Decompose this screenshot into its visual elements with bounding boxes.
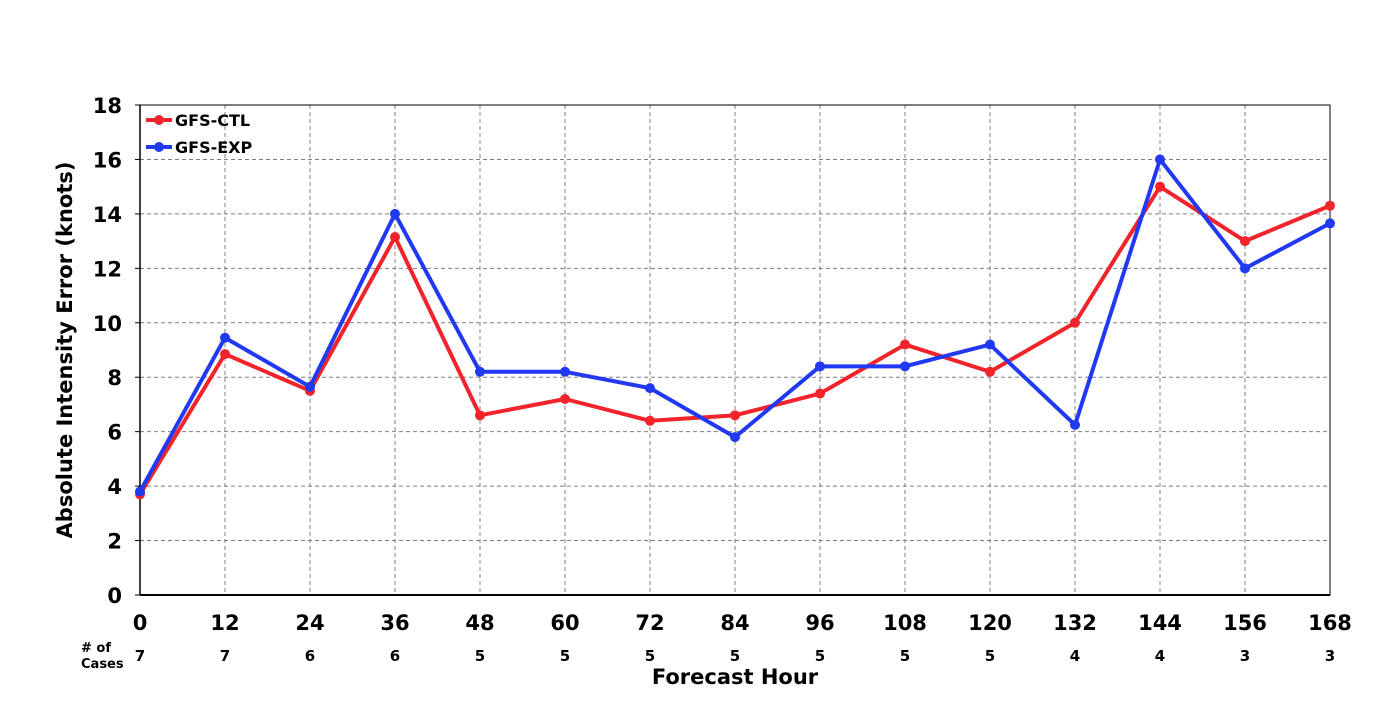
x-tick-label: 144 [1138,611,1182,635]
data-point [1155,154,1165,165]
data-point [135,486,145,497]
x-tick-label: 168 [1308,611,1352,635]
x-tick-label: 12 [210,611,239,635]
data-point [1155,181,1165,192]
x-tick-label: 96 [805,611,834,635]
y-tick-label: 0 [107,584,122,608]
data-point [985,339,995,350]
y-tick-label: 16 [93,148,122,172]
x-tick-label: 156 [1223,611,1267,635]
case-count-label: 5 [900,647,910,665]
y-axis-title: Absolute Intensity Error (knots) [53,162,77,539]
grid-lines [140,105,1330,595]
x-tick-label: 132 [1053,611,1097,635]
data-point [390,208,400,219]
cases-header-line-2: Cases [81,657,124,672]
data-point [985,366,995,377]
data-point [475,410,485,421]
y-tick-label: 4 [107,475,122,499]
case-count-label: 4 [1070,647,1080,665]
case-count-label: 5 [985,647,995,665]
y-tick-label: 2 [107,530,122,554]
legend-marker [154,142,164,152]
data-point [1325,200,1335,211]
x-tick-label: 60 [550,611,579,635]
y-tick-label: 10 [93,312,122,336]
case-count-label: 5 [645,647,655,665]
data-point [475,366,485,377]
data-point [220,349,230,360]
legend: GFS-CTL GFS-EXP [146,111,252,157]
y-tick-label: 12 [93,257,122,281]
data-point [1240,263,1250,274]
case-count-label: 5 [475,647,485,665]
x-tick-label: 36 [380,611,409,635]
case-count-label: 6 [390,647,400,665]
data-point [560,394,570,404]
data-point [220,332,230,343]
case-count-labels: 7 7 6 6 5 5 5 5 5 5 5 4 4 3 3 [135,647,1335,665]
case-count-label: 3 [1240,647,1250,665]
y-tick-label: 6 [107,421,122,445]
data-point [560,366,570,377]
case-count-label: 3 [1325,647,1335,665]
x-tick-label: 24 [295,611,324,635]
case-count-label: 5 [730,647,740,665]
x-tick-label: 120 [968,611,1012,635]
y-tick-labels: 0 2 4 6 8 10 12 14 16 18 [93,94,140,608]
y-tick-label: 8 [107,366,122,390]
x-tick-labels: 0 12 24 36 48 60 72 84 96 108 120 132 144 156 168 [133,611,1352,635]
data-point [1070,419,1080,430]
legend-marker [154,115,164,125]
case-count-label: 5 [815,647,825,665]
cases-header-line-1: # of [81,641,111,656]
x-tick-label: 108 [883,611,927,635]
legend-label: GFS-CTL [175,111,250,130]
data-point [900,339,910,350]
case-count-label: 7 [135,647,145,665]
legend-label: GFS-EXP [175,138,252,157]
x-tick-label: 48 [465,611,494,635]
case-count-label: 7 [220,647,230,665]
series-gfs-exp [135,154,1335,497]
y-tick-label: 14 [93,203,122,227]
case-count-label: 6 [305,647,315,665]
data-point [1240,236,1250,247]
y-tick-label: 18 [93,94,122,118]
data-point [900,361,910,372]
series-lines [135,154,1335,500]
data-point [730,432,740,443]
data-point [645,415,655,426]
case-count-label: 4 [1155,647,1165,665]
data-point [815,361,825,372]
data-point [645,383,655,394]
x-tick-label: 0 [133,611,148,635]
data-point [390,232,400,243]
data-point [1070,317,1080,328]
x-tick-label: 84 [720,611,749,635]
data-point [730,410,740,421]
x-tick-label: 72 [635,611,664,635]
data-point [1325,218,1335,229]
x-axis-title: Forecast Hour [652,665,819,689]
data-point [815,388,825,399]
case-count-label: 5 [560,647,570,665]
data-point [305,381,315,392]
